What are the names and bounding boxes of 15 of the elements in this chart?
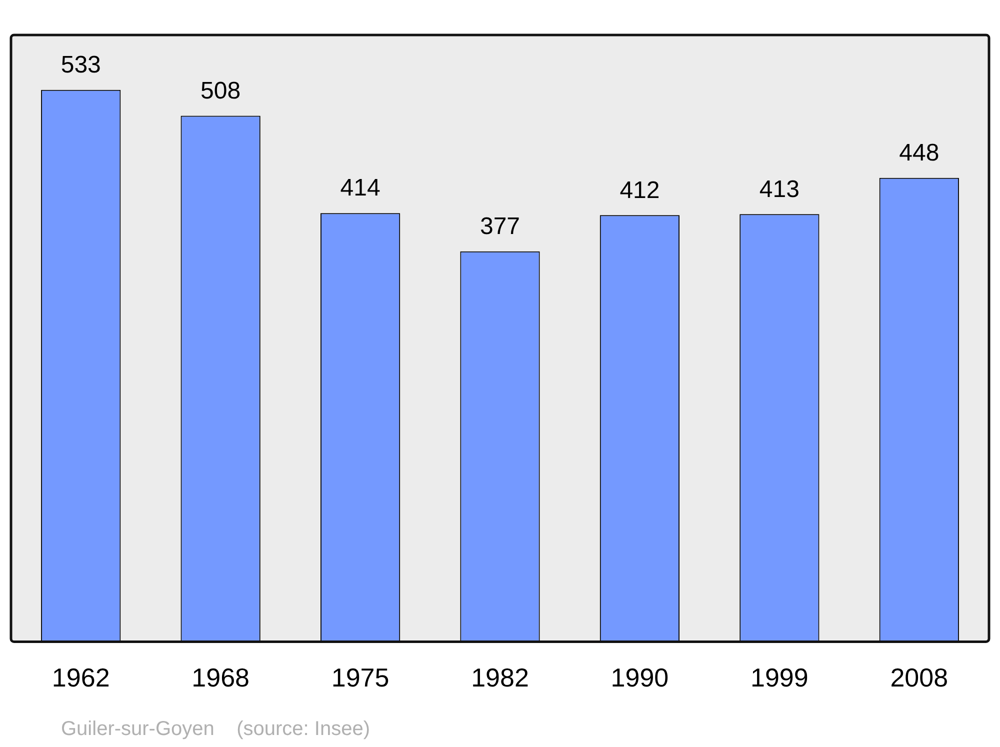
x-tick-label: 1975	[331, 662, 390, 693]
x-tick-label: 1990	[610, 662, 669, 693]
data-label: 412	[620, 176, 660, 204]
data-label: 508	[200, 77, 241, 104]
data-label: 413	[759, 176, 800, 203]
x-tick-label: 1999	[750, 662, 808, 693]
data-label: 448	[899, 140, 940, 167]
x-tick-label: 1968	[192, 662, 250, 693]
x-tick-label: 1982	[471, 662, 529, 693]
x-tick-label: 2008	[890, 662, 948, 693]
x-tick-label: 1962	[52, 662, 110, 693]
data-label: 377	[480, 213, 520, 240]
data-label: 414	[340, 174, 380, 202]
data-label: 533	[60, 52, 101, 79]
text: Guiler-sur-Goyen (source: Insee)	[61, 718, 370, 740]
